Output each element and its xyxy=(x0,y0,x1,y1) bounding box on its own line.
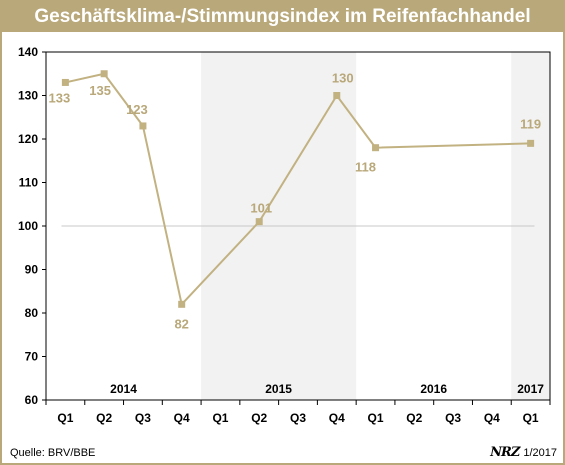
x-tick-label: Q1 xyxy=(57,411,73,425)
y-tick-label: 140 xyxy=(18,45,38,59)
x-tick-label: Q3 xyxy=(135,411,151,425)
data-label: 101 xyxy=(250,201,272,216)
x-tick-label: Q4 xyxy=(174,411,190,425)
x-tick-label: Q1 xyxy=(523,411,539,425)
data-point xyxy=(61,78,69,86)
data-point xyxy=(527,139,535,147)
footer-right: NRZ 1/2017 xyxy=(490,445,557,460)
data-label: 135 xyxy=(89,83,111,98)
publisher-logo: NRZ xyxy=(490,445,520,460)
data-label: 123 xyxy=(126,102,148,117)
y-tick-label: 80 xyxy=(25,306,39,320)
year-label: 2014 xyxy=(110,382,137,396)
data-label: 130 xyxy=(332,71,354,86)
x-tick-label: Q3 xyxy=(445,411,461,425)
chart-title: Geschäftsklima-/Stimmungsindex im Reifen… xyxy=(2,2,563,32)
y-tick-label: 120 xyxy=(18,132,38,146)
data-point xyxy=(333,92,341,99)
y-tick-label: 110 xyxy=(19,176,39,190)
data-point xyxy=(178,300,186,308)
year-label: 2017 xyxy=(517,382,544,396)
source-note: Quelle: BRV/BBE xyxy=(10,447,96,459)
data-label: 119 xyxy=(520,116,541,131)
data-point xyxy=(100,70,108,78)
year-label: 2016 xyxy=(420,382,447,396)
y-tick-label: 100 xyxy=(18,219,38,233)
y-tick-label: 70 xyxy=(25,350,39,364)
edition-label: 1/2017 xyxy=(523,446,557,459)
series-line xyxy=(65,72,531,307)
x-tick-label: Q2 xyxy=(96,411,112,425)
y-tick-label: 60 xyxy=(25,393,39,407)
data-point xyxy=(255,218,263,226)
x-tick-label: Q4 xyxy=(484,411,500,425)
x-tick-label: Q1 xyxy=(368,411,384,425)
year-label: 2015 xyxy=(265,382,292,396)
data-label: 118 xyxy=(355,160,376,175)
x-tick-label: Q2 xyxy=(406,411,422,425)
data-label: 133 xyxy=(49,90,71,105)
y-tick-label: 90 xyxy=(25,263,39,277)
x-tick-label: Q1 xyxy=(212,411,228,425)
data-label: 82 xyxy=(174,316,188,331)
x-tick-label: Q4 xyxy=(329,411,345,425)
x-tick-label: Q2 xyxy=(251,411,267,425)
y-tick-label: 130 xyxy=(18,89,38,103)
x-tick-label: Q3 xyxy=(290,411,306,425)
data-point xyxy=(139,122,147,130)
data-point xyxy=(372,144,380,152)
